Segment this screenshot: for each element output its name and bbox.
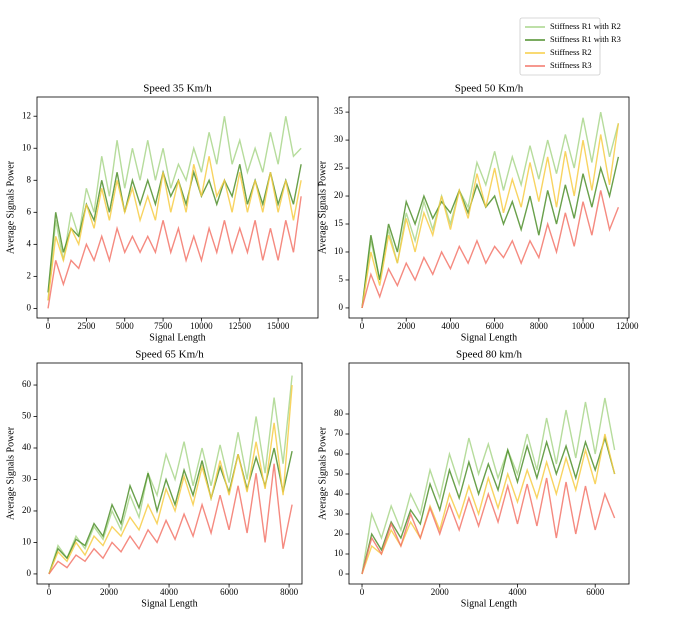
x-tick-label: 2000	[431, 587, 450, 597]
y-tick-label: 8	[27, 174, 32, 184]
y-tick-label: 6	[27, 206, 32, 216]
legend-box	[519, 17, 601, 76]
y-tick-label: 4	[27, 238, 32, 248]
x-tick-label: 2500	[77, 321, 96, 331]
x-tick-label: 12000	[616, 321, 639, 331]
chart-title: Speed 35 Km/h	[143, 83, 212, 95]
x-tick-label: 6000	[486, 321, 505, 331]
y-tick-label: 40	[22, 442, 32, 452]
x-tick-label: 12500	[229, 321, 252, 331]
x-axis-label: Signal Length	[461, 598, 517, 609]
axes-frame	[36, 96, 319, 319]
y-tick-label: 30	[22, 474, 32, 484]
y-tick-label: 30	[334, 508, 344, 518]
y-axis-label: Average Signals Power	[317, 426, 328, 520]
y-tick-label: 12	[22, 110, 31, 120]
legend-label: Stiffness R2	[550, 47, 592, 57]
y-tick-label: 0	[27, 302, 32, 312]
series-line	[361, 477, 616, 575]
x-tick-label: 7500	[154, 321, 173, 331]
y-axis-label: Average Signals Power	[5, 426, 16, 520]
x-tick-label: 0	[47, 587, 52, 597]
y-tick-label: 35	[334, 106, 344, 116]
axes-frame	[36, 362, 303, 585]
x-tick-label: 2000	[100, 587, 119, 597]
y-tick-label: 2	[27, 270, 32, 280]
y-axis-label: Average Signals Power	[5, 160, 16, 254]
series-line	[48, 384, 293, 575]
series-line	[361, 111, 620, 309]
x-tick-label: 4000	[441, 321, 460, 331]
x-tick-label: 15000	[267, 321, 290, 331]
y-tick-label: 80	[334, 408, 344, 418]
x-tick-label: 6000	[586, 587, 605, 597]
y-tick-label: 60	[22, 379, 32, 389]
x-axis-label: Signal Length	[149, 332, 205, 343]
y-tick-label: 15	[334, 218, 344, 228]
y-axis-label: Average Signals Power	[317, 160, 328, 254]
series-line	[48, 375, 293, 575]
y-tick-label: 60	[334, 448, 344, 458]
axes-frame	[348, 362, 630, 585]
x-axis-label: Signal Length	[141, 598, 197, 609]
y-tick-label: 0	[339, 302, 344, 312]
x-tick-label: 0	[360, 587, 365, 597]
x-tick-label: 5000	[116, 321, 135, 331]
series-line	[361, 397, 616, 575]
x-tick-label: 10000	[572, 321, 595, 331]
legend-label: Stiffness R1 with R2	[550, 21, 621, 31]
chart-title: Speed 65 Km/h	[135, 349, 204, 361]
y-tick-label: 20	[334, 190, 344, 200]
y-tick-label: 10	[334, 246, 344, 256]
series-line	[361, 433, 616, 575]
series-line	[361, 123, 620, 309]
chart-title: Speed 80 km/h	[456, 349, 522, 361]
x-tick-label: 6000	[220, 587, 239, 597]
x-tick-label: 4000	[160, 587, 179, 597]
series-line	[361, 156, 620, 309]
x-axis-label: Signal Length	[461, 332, 517, 343]
y-tick-label: 30	[334, 134, 344, 144]
x-tick-label: 0	[46, 321, 51, 331]
series-line	[361, 435, 616, 575]
y-tick-label: 50	[334, 468, 344, 478]
x-tick-label: 4000	[508, 587, 527, 597]
legend-label: Stiffness R3	[550, 60, 592, 70]
series-line	[47, 196, 302, 309]
y-tick-label: 20	[334, 528, 344, 538]
x-tick-label: 10000	[190, 321, 213, 331]
legend-label: Stiffness R1 with R3	[550, 34, 621, 44]
axes-frame	[348, 96, 630, 319]
x-tick-label: 8000	[530, 321, 549, 331]
y-tick-label: 25	[334, 162, 344, 172]
x-tick-label: 8000	[280, 587, 299, 597]
x-tick-label: 0	[360, 321, 365, 331]
series-line	[361, 190, 620, 309]
y-tick-label: 40	[334, 488, 344, 498]
chart-title: Speed 50 Km/h	[455, 83, 524, 95]
x-tick-label: 2000	[397, 321, 416, 331]
y-tick-label: 0	[339, 568, 344, 578]
y-tick-label: 20	[22, 505, 32, 515]
series-line	[48, 463, 293, 575]
y-tick-label: 10	[22, 142, 32, 152]
y-tick-label: 0	[27, 568, 32, 578]
y-tick-label: 50	[22, 411, 32, 421]
y-tick-label: 10	[22, 537, 32, 547]
series-line	[48, 447, 293, 575]
y-tick-label: 5	[339, 274, 344, 284]
series-line	[47, 156, 302, 301]
y-tick-label: 70	[334, 428, 344, 438]
series-line	[47, 116, 302, 301]
y-tick-label: 10	[334, 548, 344, 558]
series-line	[47, 164, 302, 293]
